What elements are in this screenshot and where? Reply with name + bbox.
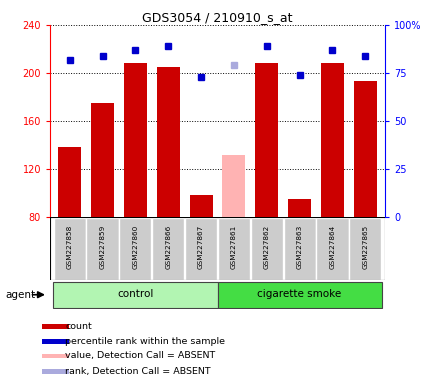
Bar — [43, 324, 69, 329]
Text: percentile rank within the sample: percentile rank within the sample — [65, 337, 225, 346]
Text: GSM227867: GSM227867 — [197, 225, 204, 270]
Bar — [91, 103, 114, 217]
Bar — [217, 282, 381, 308]
Bar — [53, 282, 217, 308]
Text: GSM227858: GSM227858 — [66, 225, 72, 270]
Bar — [86, 218, 118, 280]
Text: GSM227860: GSM227860 — [132, 225, 138, 270]
Bar — [43, 339, 69, 344]
Text: GSM227861: GSM227861 — [230, 225, 237, 270]
Text: value, Detection Call = ABSENT: value, Detection Call = ABSENT — [65, 351, 215, 361]
Text: control: control — [117, 289, 153, 299]
Text: count: count — [65, 322, 92, 331]
Bar — [320, 63, 343, 217]
Bar — [156, 67, 179, 217]
Bar — [184, 218, 217, 280]
Text: GSM227859: GSM227859 — [99, 225, 105, 270]
Text: rank, Detection Call = ABSENT: rank, Detection Call = ABSENT — [65, 367, 210, 376]
Bar — [152, 218, 184, 280]
Text: GSM227864: GSM227864 — [329, 225, 335, 270]
Bar — [58, 147, 81, 217]
Bar — [222, 155, 245, 217]
Text: GSM227862: GSM227862 — [263, 225, 269, 270]
Title: GDS3054 / 210910_s_at: GDS3054 / 210910_s_at — [142, 11, 292, 24]
Bar — [217, 218, 250, 280]
Bar — [43, 369, 69, 374]
Bar — [349, 218, 381, 280]
Bar — [283, 218, 315, 280]
Bar — [353, 81, 376, 217]
Text: GSM227863: GSM227863 — [296, 225, 302, 270]
Bar — [124, 63, 147, 217]
Bar — [316, 218, 348, 280]
Bar — [43, 354, 69, 358]
Bar — [119, 218, 151, 280]
Bar — [250, 218, 282, 280]
Text: GSM227866: GSM227866 — [165, 225, 171, 270]
Text: cigarette smoke: cigarette smoke — [257, 289, 341, 299]
Bar — [189, 195, 212, 217]
Bar — [287, 199, 310, 217]
Bar — [53, 218, 85, 280]
Text: GSM227865: GSM227865 — [362, 225, 368, 270]
Text: agent: agent — [6, 290, 36, 300]
Bar — [255, 63, 278, 217]
